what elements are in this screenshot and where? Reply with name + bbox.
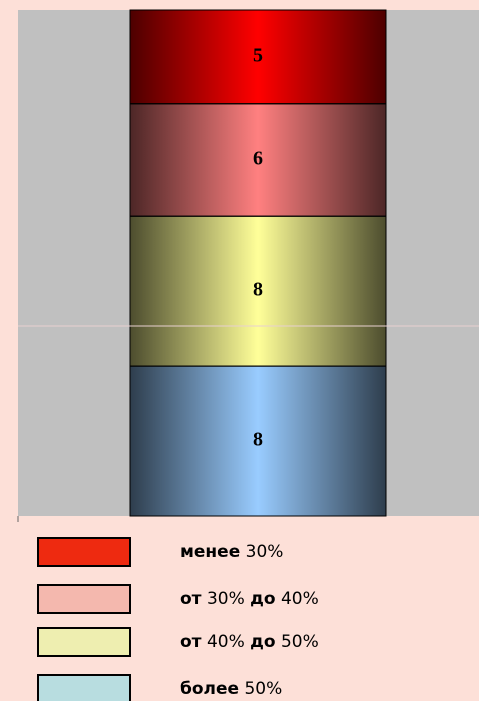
data-label: 8 — [253, 429, 263, 451]
legend-swatch — [37, 627, 131, 657]
bar-shade — [129, 9, 387, 105]
data-label: 8 — [253, 279, 263, 301]
legend-swatch — [37, 584, 131, 614]
data-label: 5 — [253, 44, 263, 66]
bar-shade — [129, 215, 387, 367]
legend-swatch — [37, 537, 131, 567]
data-label: 6 — [253, 148, 263, 170]
legend-label: от 30% до 40% — [180, 589, 319, 609]
legend-label: от 40% до 50% — [180, 632, 319, 652]
bar-shade — [129, 103, 387, 217]
legend-swatch — [37, 674, 131, 701]
bar-shade — [129, 365, 387, 517]
legend-label: менее 30% — [180, 542, 283, 562]
legend-label: более 50% — [180, 679, 282, 699]
